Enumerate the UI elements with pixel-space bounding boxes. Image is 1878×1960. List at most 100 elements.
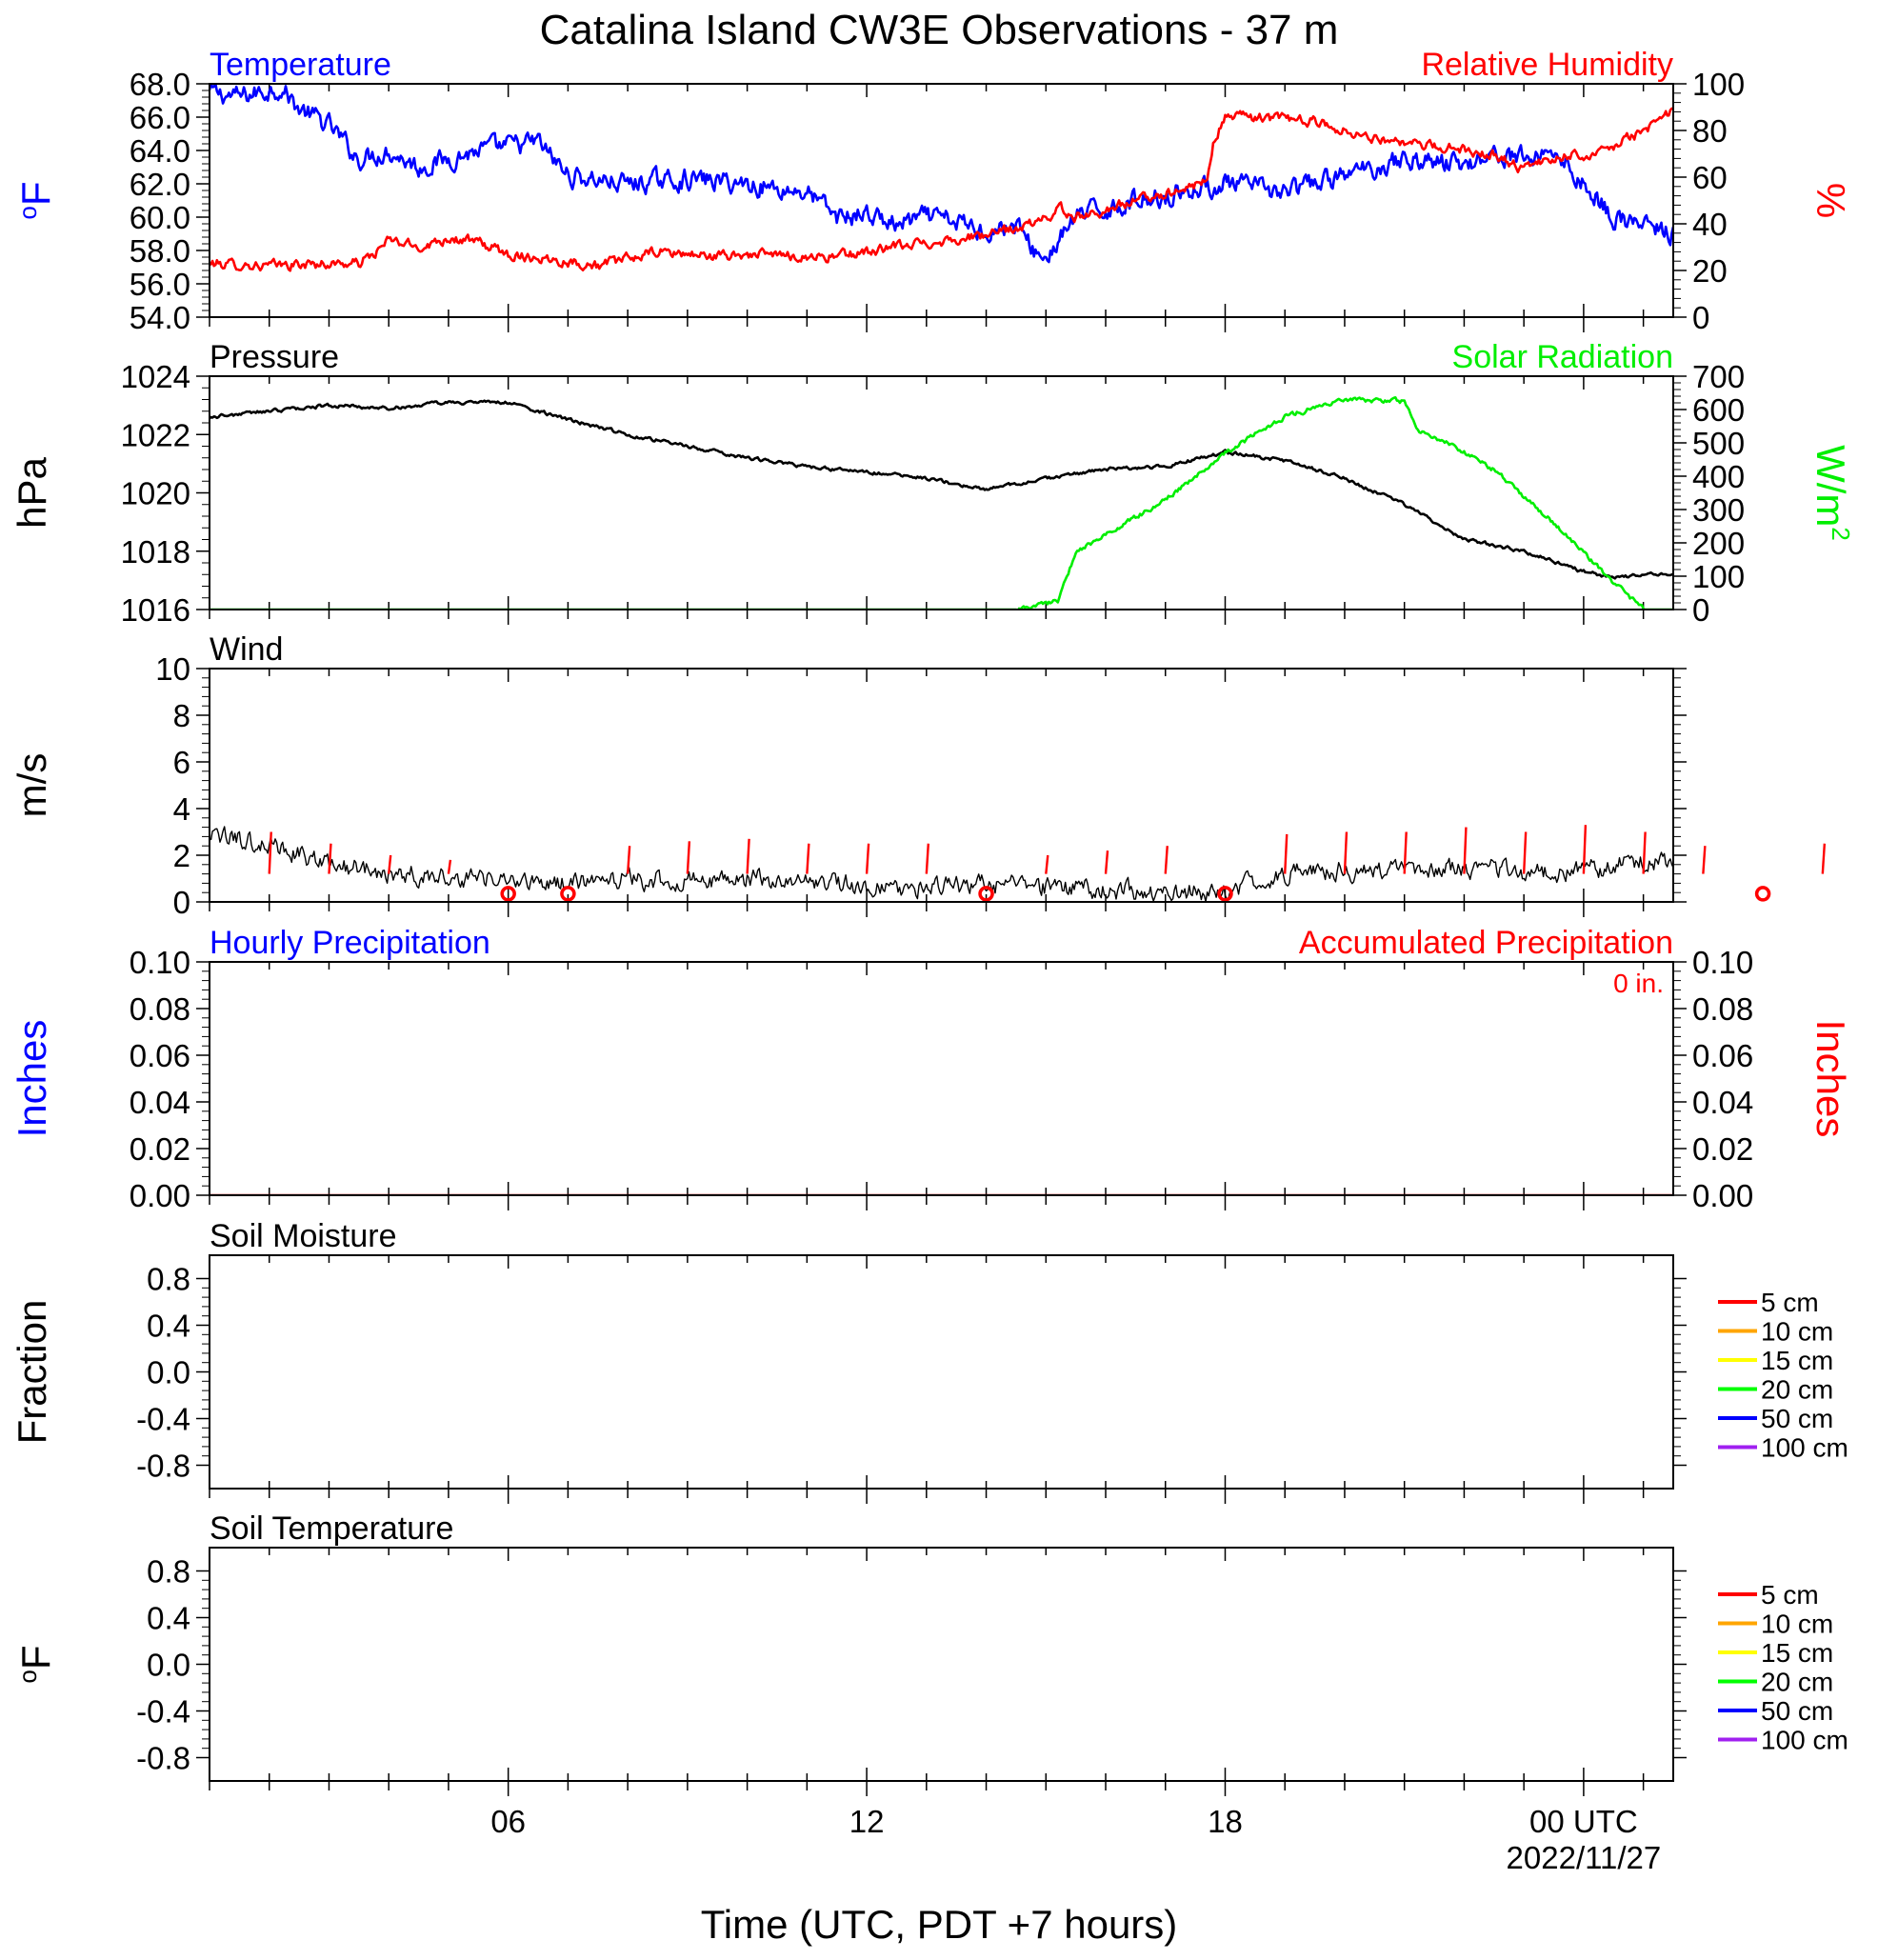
wind-barb <box>1582 825 1588 874</box>
y-left-label: m/s <box>10 753 54 818</box>
y-tick-label: 0.4 <box>147 1601 190 1636</box>
wind-barb <box>865 843 870 874</box>
panel-wind: 0 2 4 6 8 10 Wind m/s <box>10 631 1827 920</box>
legend-label: 50 cm <box>1761 1404 1833 1433</box>
x-tick-label: 06 <box>490 1804 526 1839</box>
panel-title-left: Pressure <box>210 339 339 375</box>
y-tick-label: 66.0 <box>130 100 190 135</box>
wind-barbs <box>268 825 1827 902</box>
y-right-label: W/m2 <box>1808 445 1855 541</box>
legend-label: 50 cm <box>1761 1696 1833 1726</box>
y-tick-label: 0.0 <box>147 1355 190 1390</box>
y-right-tick-label: 100 <box>1692 559 1745 594</box>
y-right-tick-label: 80 <box>1692 113 1728 149</box>
y-tick-label: 0.8 <box>147 1554 190 1590</box>
y-left-axis: 0 2 4 6 8 10 <box>155 651 210 920</box>
y-left-label-degree: o <box>13 1670 42 1683</box>
y-tick-label: 6 <box>173 745 190 780</box>
panel-title-right: Accumulated Precipitation <box>1299 925 1673 961</box>
wind-barb <box>388 854 392 874</box>
y-tick-label: -0.8 <box>136 1449 190 1484</box>
y-right-tick-label: 0.02 <box>1692 1131 1753 1167</box>
y-tick-label: 0.8 <box>147 1262 190 1297</box>
y-tick-label: 62.0 <box>130 167 190 202</box>
wind-barb <box>328 843 332 874</box>
y-right-label: % <box>1808 183 1853 218</box>
panel-frame <box>209 1254 1674 1490</box>
y-left-label: Inches <box>10 1020 54 1138</box>
y-tick-label: 54.0 <box>130 300 190 335</box>
x-minor-ticks <box>209 962 1645 1210</box>
y-tick-label: 1018 <box>121 534 190 570</box>
wind-calm-marker <box>560 886 576 902</box>
wind-barb <box>447 859 452 874</box>
x-tick-date: 2022/11/27 <box>1507 1840 1662 1875</box>
legend-label: 5 cm <box>1761 1580 1819 1610</box>
panel-temp_rh: 54.056.058.060.062.064.066.068.0 0 20 40 60 8… <box>13 47 1853 335</box>
y-tick-label: 60.0 <box>130 200 190 235</box>
series-group <box>210 84 1673 272</box>
y-tick-label: 10 <box>155 651 190 687</box>
legend-label: 5 cm <box>1761 1288 1819 1317</box>
panel-pressure_solar: 1016 1018 1020 1022 1024 01002003004005006007… <box>10 339 1855 628</box>
wind-barb <box>1463 827 1468 874</box>
wind-barb <box>626 846 631 874</box>
wind-barb <box>746 838 750 874</box>
panel-frame <box>209 1547 1674 1782</box>
panel-title-left: Wind <box>210 631 283 668</box>
y-tick-label: 0.4 <box>147 1309 190 1344</box>
series-line-wind-speed <box>210 826 1673 902</box>
wind-barb <box>686 841 691 874</box>
y-right-label-unit: W/m <box>1808 445 1853 527</box>
precip-total-annotation: 0 in. <box>1613 969 1664 998</box>
y-right-tick-label: 20 <box>1692 253 1728 289</box>
y-right-tick-label: 40 <box>1692 207 1728 242</box>
y-left-label: oF <box>13 181 58 219</box>
x-axis-label: Time (UTC, PDT +7 hours) <box>701 1902 1178 1947</box>
y-left-axis: -0.8 -0.4 0.0 0.4 0.8 <box>136 1262 210 1484</box>
y-tick-label: 0 <box>173 885 190 920</box>
x-tick-label: 12 <box>849 1804 885 1839</box>
y-left-label: hPa <box>10 456 54 528</box>
panel-soil_moisture: -0.8 -0.4 0.0 0.4 0.8 Soil Moisture Fraction 5 … <box>10 1218 1848 1504</box>
y-tick-label: 0.04 <box>130 1085 190 1120</box>
y-tick-label: -0.4 <box>136 1402 190 1437</box>
wind-barb <box>806 843 810 874</box>
series-line-relative-humidity <box>210 107 1673 272</box>
y-tick-label: 58.0 <box>130 233 190 269</box>
series-group <box>210 396 1673 610</box>
wind-barb <box>1403 831 1408 874</box>
wind-calm-marker <box>500 886 516 902</box>
legend-label: 20 cm <box>1761 1668 1833 1697</box>
wind-barb <box>1522 831 1528 874</box>
legend-label: 10 cm <box>1761 1610 1833 1639</box>
wind-barb <box>1343 831 1349 874</box>
y-tick-label: 0.08 <box>130 991 190 1027</box>
legend-label: 100 cm <box>1761 1433 1848 1463</box>
wind-barb <box>268 831 272 874</box>
legend-label: 15 cm <box>1761 1638 1833 1668</box>
y-right-axis: 0.00 0.02 0.04 0.06 0.08 0.10 <box>1673 945 1753 1213</box>
x-minor-ticks <box>209 1548 1645 1796</box>
legend-label: 15 cm <box>1761 1346 1833 1375</box>
x-minor-ticks <box>209 1255 1645 1504</box>
y-tick-label: 0.02 <box>130 1131 190 1167</box>
panel-title-left: Temperature <box>210 47 391 83</box>
x-tick-label: 18 <box>1208 1804 1243 1839</box>
y-tick-label: 64.0 <box>130 133 190 169</box>
y-right-tick-label: 0 <box>1692 592 1709 628</box>
x-minor-ticks <box>209 669 1645 917</box>
y-right-tick-label: 0.08 <box>1692 991 1753 1027</box>
y-left-label-unit: F <box>13 181 58 206</box>
series-line-temperature <box>210 84 1673 264</box>
y-right-tick-label: 0.04 <box>1692 1085 1753 1120</box>
y-left-axis: 54.056.058.060.062.064.066.068.0 <box>130 67 210 335</box>
wind-barb <box>1284 833 1289 874</box>
y-tick-label: 56.0 <box>130 267 190 302</box>
y-left-axis: -0.8 -0.4 0.0 0.4 0.8 <box>136 1554 210 1776</box>
panels: 54.056.058.060.062.064.066.068.002040608… <box>10 47 1855 1796</box>
y-tick-label: -0.4 <box>136 1694 190 1730</box>
panel-title-right: Relative Humidity <box>1421 47 1673 83</box>
